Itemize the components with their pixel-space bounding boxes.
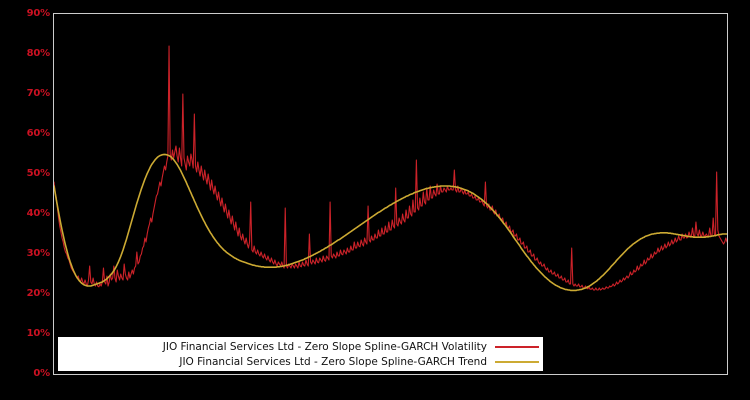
y-tick-label-70pct: 70%	[26, 88, 51, 99]
y-tick-label-30pct: 30%	[26, 248, 51, 259]
legend-entry-volatility: JIO Financial Services Ltd - Zero Slope …	[58, 339, 543, 354]
legend-label-trend: JIO Financial Services Ltd - Zero Slope …	[179, 355, 487, 368]
y-tick-label-90pct: 90%	[26, 8, 51, 19]
y-tick-label-40pct: 40%	[26, 208, 51, 219]
series-layer	[53, 45, 728, 292]
legend-swatch-volatility	[495, 345, 539, 348]
plot-frame	[53, 13, 728, 375]
legend-label-volatility: JIO Financial Services Ltd - Zero Slope …	[162, 340, 487, 353]
series-line-volatility	[53, 45, 728, 291]
legend-swatch-trend	[495, 360, 539, 363]
y-tick-label-10pct: 10%	[26, 328, 51, 339]
legend-entry-trend: JIO Financial Services Ltd - Zero Slope …	[58, 354, 543, 369]
y-tick-label-80pct: 80%	[26, 48, 51, 59]
y-tick-label-50pct: 50%	[26, 168, 51, 179]
series-line-trend	[53, 153, 728, 292]
y-tick-label-0pct: 0%	[33, 368, 50, 379]
chart-legend: JIO Financial Services Ltd - Zero Slope …	[58, 337, 543, 371]
y-tick-label-20pct: 20%	[26, 288, 51, 299]
y-axis-tick-labels: 0% 10% 20% 30% 40% 50% 60% 70% 80% 90%	[0, 0, 51, 400]
y-tick-label-60pct: 60%	[26, 128, 51, 139]
